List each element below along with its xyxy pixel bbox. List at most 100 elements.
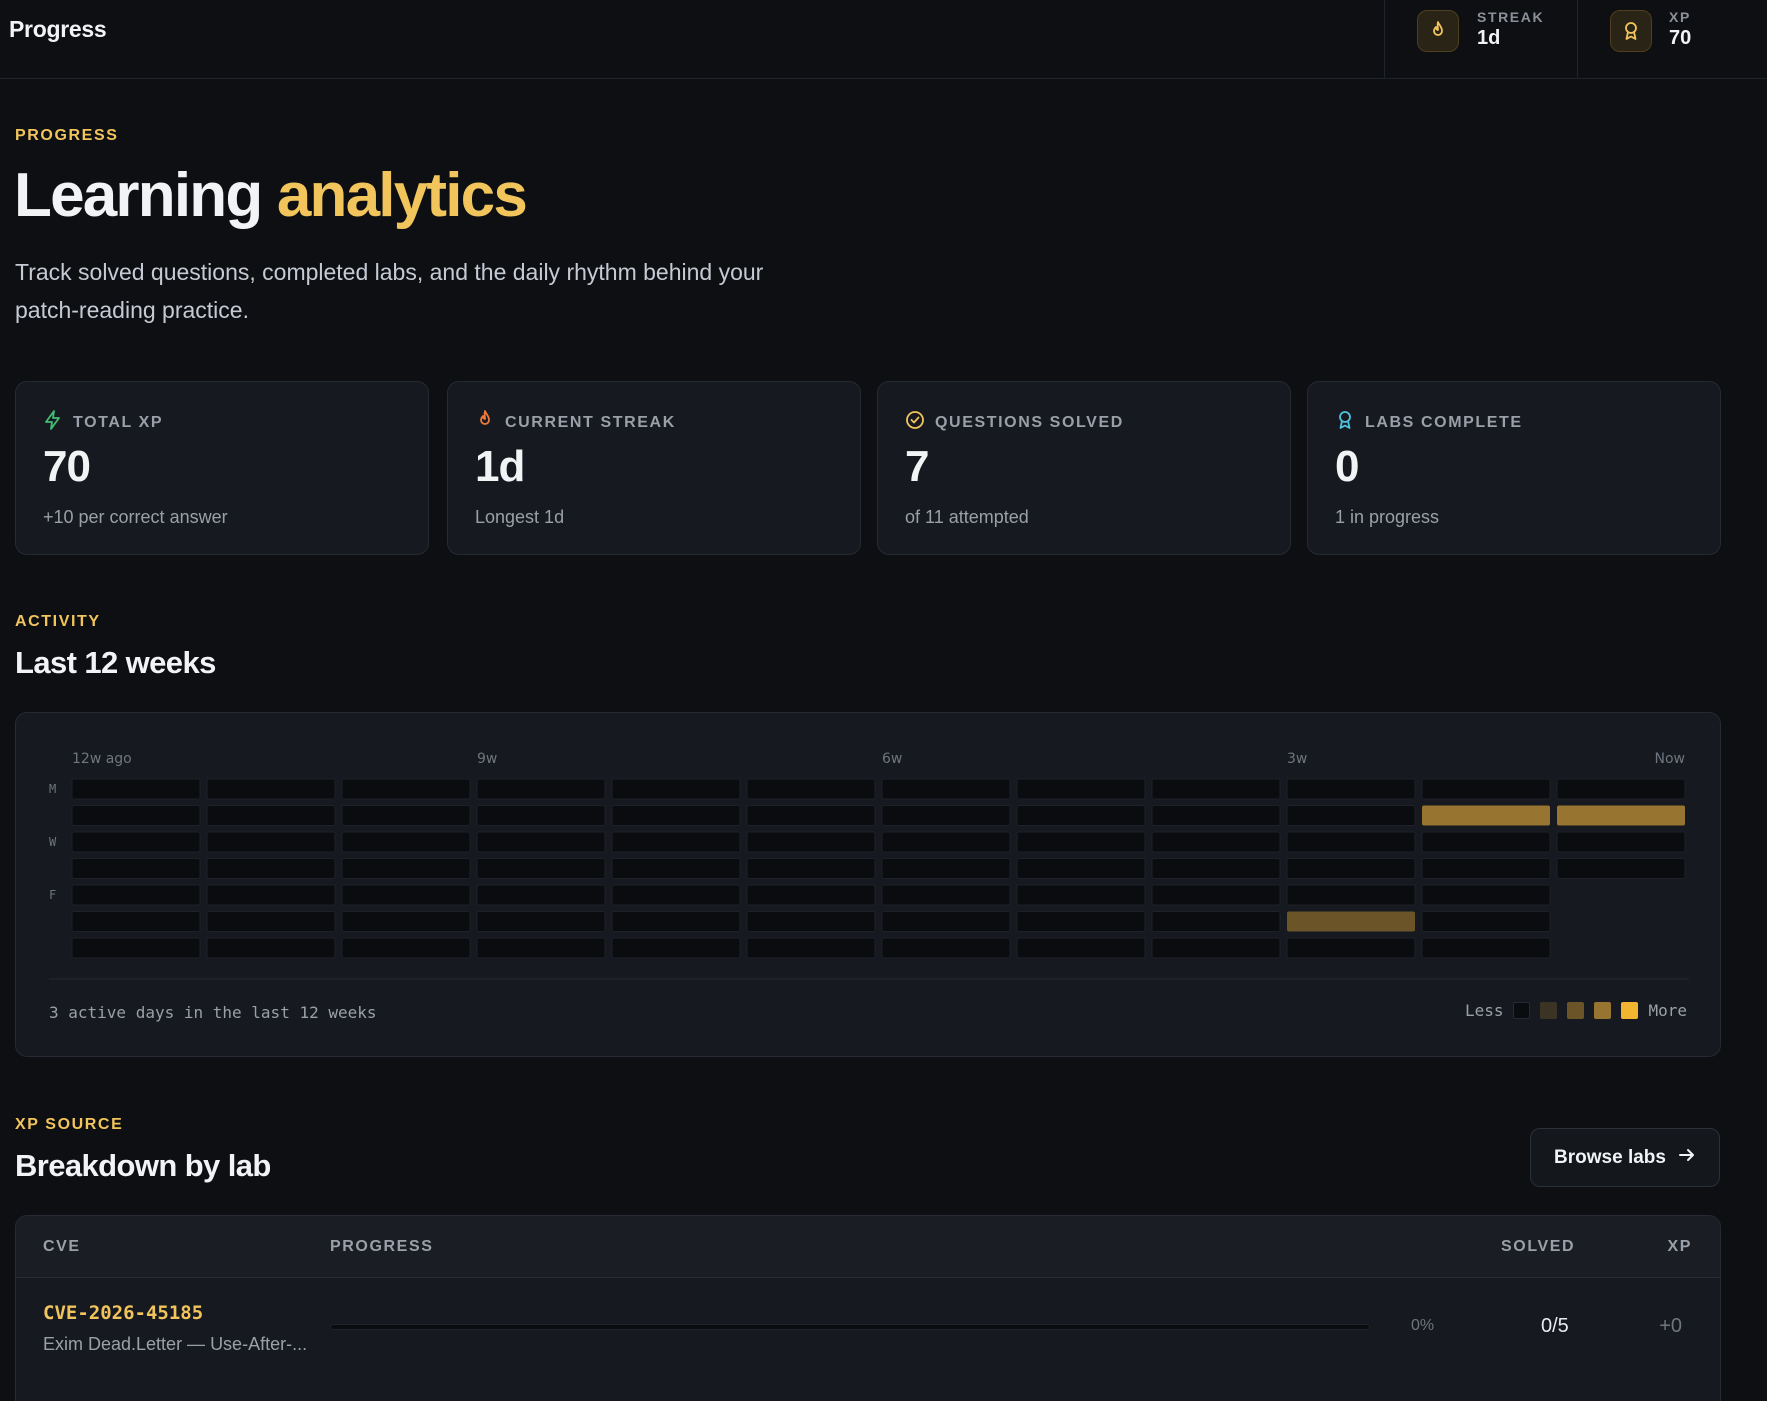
heatmap-cell <box>207 832 335 852</box>
heatmap-cell <box>477 832 605 852</box>
heatmap-cell <box>342 832 470 852</box>
heatmap-cell <box>207 938 335 958</box>
stat-label: LABS COMPLETE <box>1365 414 1523 432</box>
top-bar: Progress STREAK 1d XP 70 <box>0 0 1767 79</box>
legend-swatch-1 <box>1540 1002 1557 1019</box>
heatmap-cell <box>612 938 740 958</box>
bolt-icon <box>43 409 63 436</box>
hero-title: Learning analytics <box>14 160 526 231</box>
heatmap-cell <box>1152 859 1280 879</box>
heatmap-cell <box>1152 912 1280 932</box>
heatmap-cell <box>1017 885 1145 905</box>
cve-id[interactable]: CVE-2026-45185 <box>43 1302 203 1324</box>
heatmap-cell <box>207 859 335 879</box>
heatmap-cell <box>1017 779 1145 799</box>
heatmap-cell <box>747 859 875 879</box>
streak-label: STREAK <box>1477 9 1544 25</box>
heatmap-cell <box>72 779 200 799</box>
heatmap-cell <box>342 938 470 958</box>
hero-title-accent: analytics <box>277 161 526 230</box>
award-icon <box>1335 409 1355 436</box>
table-header: CVE PROGRESS SOLVED XP <box>16 1216 1720 1278</box>
heatmap-cell <box>747 885 875 905</box>
stat-value: 0 <box>1335 442 1358 492</box>
browse-labs-button[interactable]: Browse labs <box>1530 1128 1720 1187</box>
col-progress: PROGRESS <box>330 1238 434 1256</box>
legend-swatch-0 <box>1513 1002 1530 1019</box>
lab-breakdown-table: CVE PROGRESS SOLVED XP CVE-2026-45185 Ex… <box>15 1215 1721 1401</box>
xp-earned: +0 <box>1659 1315 1682 1338</box>
heatmap-cell <box>1152 832 1280 852</box>
heatmap-cell <box>1557 806 1685 826</box>
heatmap-cell <box>882 779 1010 799</box>
stat-label: TOTAL XP <box>73 414 163 432</box>
heatmap-cell <box>1152 779 1280 799</box>
award-icon <box>1610 10 1652 52</box>
col-solved: SOLVED <box>1501 1238 1575 1256</box>
streak-chip: STREAK 1d <box>1384 0 1577 78</box>
stat-label: QUESTIONS SOLVED <box>935 414 1124 432</box>
heatmap-cell <box>747 938 875 958</box>
activity-heatmap: 12w ago 9w 6w 3w Now M W F <box>16 713 1722 993</box>
heatmap-cell <box>1557 859 1685 879</box>
heatmap-cell <box>477 806 605 826</box>
heatmap-col-label: 12w ago <box>72 751 132 767</box>
heatmap-cell <box>72 859 200 879</box>
legend-less: Less <box>1465 1001 1504 1020</box>
heatmap-cell <box>207 779 335 799</box>
heatmap-cell <box>882 938 1010 958</box>
legend-more: More <box>1648 1001 1687 1020</box>
heatmap-cell <box>1152 806 1280 826</box>
heatmap-cell <box>747 832 875 852</box>
solved-count: 0/5 <box>1541 1315 1569 1338</box>
progress-percent: 0% <box>1411 1317 1434 1335</box>
stat-sub: +10 per correct answer <box>43 507 228 528</box>
heatmap-cell <box>477 779 605 799</box>
heatmap-cell <box>477 885 605 905</box>
xp-value: 70 <box>1669 27 1691 50</box>
activity-panel: 12w ago 9w 6w 3w Now M W F 3 active days in the… <box>15 712 1721 1057</box>
stat-sub: Longest 1d <box>475 507 564 528</box>
heatmap-cell <box>612 779 740 799</box>
heatmap-cell <box>1422 779 1550 799</box>
heatmap-cell <box>72 885 200 905</box>
stat-card-current-streak: CURRENT STREAK 1d Longest 1d <box>447 381 861 555</box>
heatmap-cell <box>342 885 470 905</box>
arrow-right-icon <box>1678 1147 1696 1169</box>
heatmap-cell <box>72 832 200 852</box>
activity-caption: 3 active days in the last 12 weeks <box>49 1003 377 1022</box>
stat-sub: of 11 attempted <box>905 507 1029 528</box>
heatmap-cell <box>207 912 335 932</box>
heatmap-cell <box>477 912 605 932</box>
heatmap-cell <box>1287 779 1415 799</box>
heatmap-cell <box>477 859 605 879</box>
heatmap-cell <box>1152 885 1280 905</box>
streak-value: 1d <box>1477 27 1500 50</box>
heatmap-cell <box>1287 912 1415 932</box>
heatmap-cell <box>1422 885 1550 905</box>
heatmap-cell <box>1287 832 1415 852</box>
heatmap-cell <box>1017 806 1145 826</box>
heatmap-cell <box>1152 938 1280 958</box>
xp-source-eyebrow: XP SOURCE <box>15 1116 123 1134</box>
col-xp: XP <box>1667 1238 1692 1256</box>
activity-title: Last 12 weeks <box>15 645 216 681</box>
heatmap-row-label: W <box>49 835 57 849</box>
heatmap-cell <box>612 912 740 932</box>
heatmap-cell <box>747 806 875 826</box>
heatmap-cell <box>1287 885 1415 905</box>
heatmap-cell <box>342 859 470 879</box>
heatmap-cell <box>612 806 740 826</box>
heatmap-cell <box>1017 832 1145 852</box>
stat-value: 1d <box>475 442 524 492</box>
heatmap-cell <box>1422 912 1550 932</box>
heatmap-cell <box>1557 832 1685 852</box>
xp-label: XP <box>1669 9 1691 25</box>
flame-icon <box>475 409 495 436</box>
heatmap-cell <box>882 859 1010 879</box>
flame-icon <box>1417 10 1459 52</box>
heatmap-cell <box>1422 806 1550 826</box>
heatmap-cell <box>72 912 200 932</box>
stat-card-questions-solved: QUESTIONS SOLVED 7 of 11 attempted <box>877 381 1291 555</box>
heatmap-legend: Less More <box>1465 1001 1687 1020</box>
